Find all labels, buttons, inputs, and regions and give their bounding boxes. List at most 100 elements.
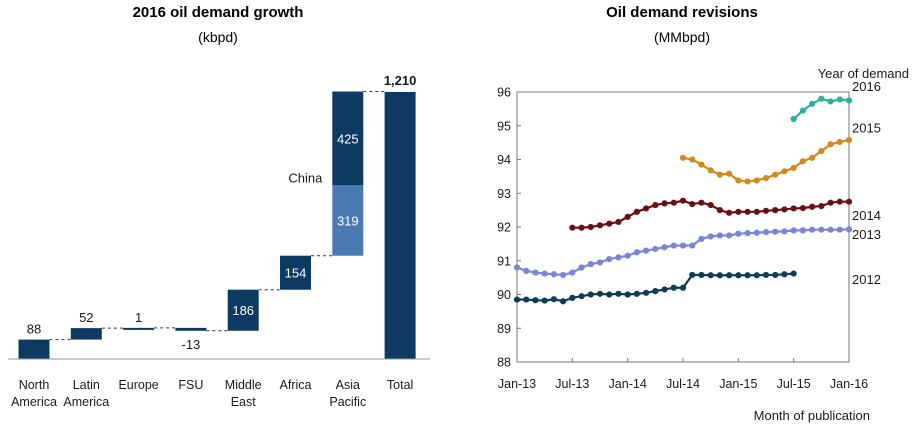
data-point bbox=[836, 138, 843, 146]
data-point bbox=[689, 156, 696, 163]
data-point bbox=[762, 207, 770, 214]
y-tick-label: 94 bbox=[497, 153, 511, 167]
x-tick-label: Jul-13 bbox=[555, 377, 589, 391]
data-point bbox=[606, 255, 613, 263]
data-point bbox=[781, 228, 788, 235]
data-point bbox=[790, 164, 797, 172]
data-point bbox=[827, 199, 834, 206]
data-label: 186 bbox=[232, 303, 254, 318]
data-point bbox=[670, 199, 677, 206]
data-point bbox=[790, 115, 797, 123]
data-point bbox=[523, 296, 530, 303]
data-point bbox=[818, 147, 825, 155]
data-point bbox=[809, 226, 816, 233]
data-point bbox=[679, 154, 687, 161]
data-point bbox=[578, 224, 585, 231]
data-point bbox=[716, 232, 723, 239]
data-point bbox=[606, 220, 613, 227]
data-point bbox=[753, 229, 760, 236]
x-tick-label: Jan-15 bbox=[719, 377, 757, 391]
series-line-2013 bbox=[516, 228, 850, 277]
data-point bbox=[596, 290, 604, 297]
data-point bbox=[818, 202, 825, 210]
data-point bbox=[679, 284, 687, 291]
data-point bbox=[827, 98, 834, 105]
data-point bbox=[845, 97, 853, 104]
data-point bbox=[845, 136, 853, 144]
right-chart-title: Oil demand revisions bbox=[606, 4, 758, 21]
data-point bbox=[615, 254, 622, 261]
data-point bbox=[587, 291, 594, 298]
data-label: 52 bbox=[79, 310, 93, 325]
data-point bbox=[707, 233, 714, 240]
data-point bbox=[716, 207, 723, 214]
category-label: Asia bbox=[336, 378, 360, 392]
data-point bbox=[809, 100, 816, 107]
data-point bbox=[818, 95, 825, 102]
data-point bbox=[541, 297, 548, 304]
data-label: 1,210 bbox=[384, 73, 417, 88]
data-point bbox=[836, 226, 843, 233]
data-point bbox=[633, 290, 640, 297]
data-point bbox=[550, 296, 557, 303]
data-point bbox=[753, 177, 760, 184]
data-point bbox=[744, 272, 751, 279]
data-point bbox=[643, 205, 650, 212]
waterfall-chart: 88 52 1 -13 186 154 319 425 1,210 China North Ameri… bbox=[8, 73, 430, 409]
data-point bbox=[560, 298, 567, 305]
bar bbox=[280, 255, 311, 290]
data-point bbox=[633, 208, 640, 215]
data-point bbox=[523, 267, 530, 274]
bar bbox=[70, 328, 102, 340]
x-tick-label: Jul-14 bbox=[666, 377, 700, 391]
plot-frame bbox=[516, 91, 850, 363]
category-label: Europe bbox=[118, 378, 158, 392]
data-point bbox=[799, 107, 806, 114]
data-point bbox=[698, 271, 705, 279]
data-point bbox=[578, 264, 585, 271]
data-point bbox=[596, 222, 604, 229]
data-point bbox=[652, 201, 659, 209]
data-point bbox=[550, 271, 557, 278]
data-point bbox=[707, 201, 714, 209]
data-point bbox=[698, 199, 705, 206]
bar bbox=[384, 91, 416, 359]
category-label: America bbox=[63, 395, 109, 409]
data-point bbox=[753, 272, 760, 279]
data-point bbox=[707, 167, 714, 174]
data-point bbox=[790, 227, 797, 234]
y-tick-label: 91 bbox=[497, 254, 511, 268]
series-label: 2016 bbox=[852, 79, 881, 94]
data-point bbox=[661, 286, 668, 293]
data-point bbox=[652, 288, 659, 295]
data-point bbox=[633, 249, 640, 256]
series-label: 2014 bbox=[852, 208, 881, 223]
data-point bbox=[615, 290, 622, 297]
data-point bbox=[578, 293, 585, 300]
series-label: 2012 bbox=[852, 272, 881, 287]
left-chart-subtitle: (kbpd) bbox=[198, 29, 238, 45]
data-point bbox=[652, 245, 659, 253]
data-point bbox=[615, 218, 622, 226]
data-point bbox=[726, 272, 733, 279]
data-point bbox=[772, 207, 779, 214]
data-point bbox=[809, 154, 816, 161]
data-point bbox=[689, 271, 696, 279]
data-point bbox=[624, 213, 631, 220]
x-axis-label: Month of publication bbox=[754, 408, 870, 423]
category-label: Pacific bbox=[329, 395, 366, 409]
y-tick-label: 88 bbox=[497, 356, 511, 370]
data-point bbox=[772, 271, 779, 279]
data-point bbox=[726, 209, 733, 216]
data-point bbox=[643, 289, 650, 296]
series-line-2012 bbox=[517, 272, 794, 303]
data-point bbox=[670, 284, 677, 291]
data-point bbox=[845, 198, 853, 205]
data-point bbox=[679, 242, 687, 249]
data-point bbox=[560, 271, 567, 279]
data-point bbox=[698, 235, 705, 242]
data-point bbox=[670, 242, 677, 249]
x-tick-label: Jan-16 bbox=[830, 377, 868, 391]
data-point bbox=[513, 296, 521, 303]
data-point bbox=[569, 224, 576, 231]
